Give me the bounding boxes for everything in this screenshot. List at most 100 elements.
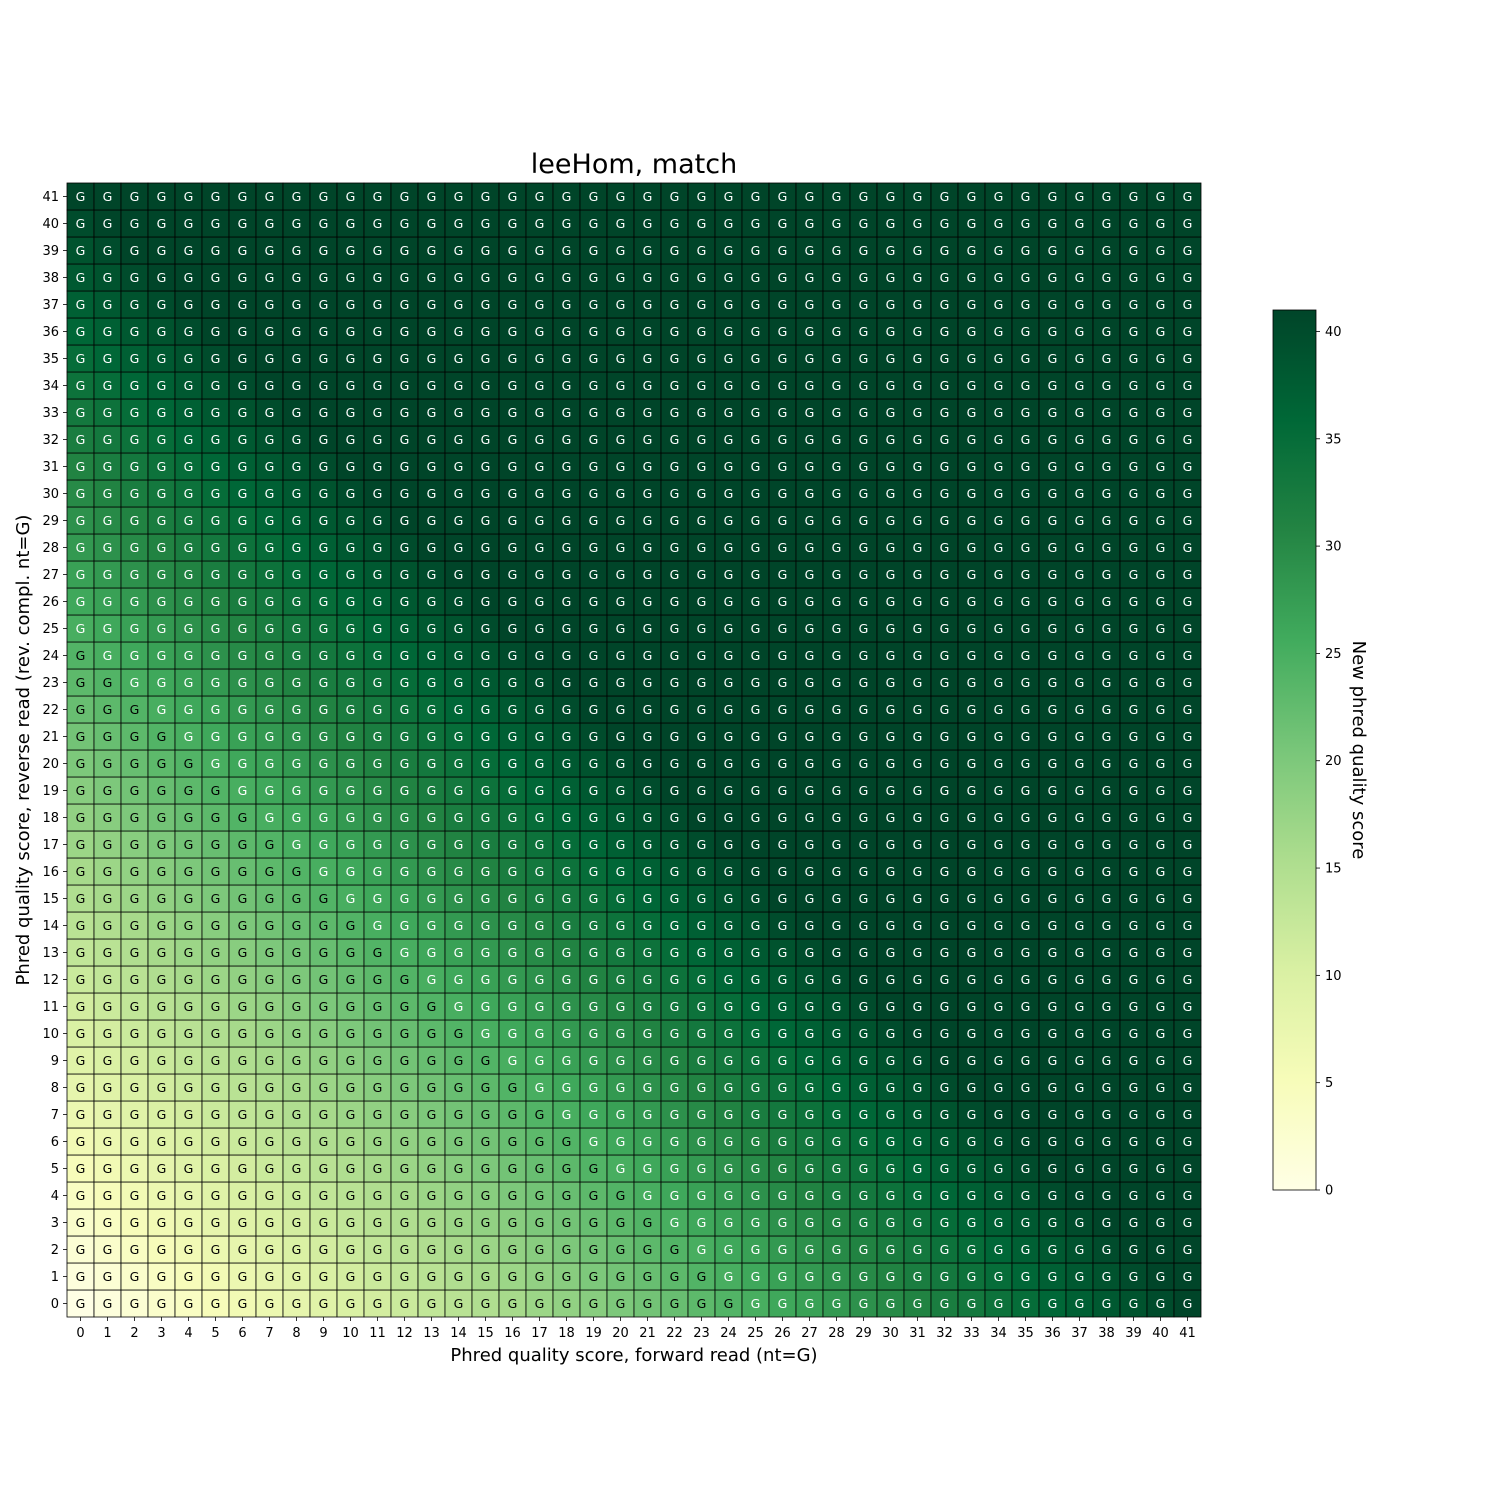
heatmap-cell	[282, 911, 311, 940]
cell-annotation: G	[481, 648, 491, 663]
heatmap-cell	[93, 1046, 122, 1075]
cell-annotation: G	[373, 1026, 383, 1041]
cell-annotation: G	[994, 1161, 1004, 1176]
cell-annotation: G	[994, 1026, 1004, 1041]
cell-annotation: G	[670, 1107, 680, 1122]
cell-annotation: G	[859, 486, 869, 501]
heatmap-cell	[309, 1019, 338, 1048]
cell-annotation: G	[157, 1161, 167, 1176]
cell-annotation: G	[805, 729, 815, 744]
cell-annotation: G	[535, 621, 545, 636]
cell-annotation: G	[319, 513, 329, 528]
heatmap-cell	[957, 1235, 986, 1264]
cell-annotation: G	[76, 837, 86, 852]
cell-annotation: G	[373, 1053, 383, 1068]
cell-annotation: G	[562, 405, 572, 420]
cell-annotation: G	[76, 540, 86, 555]
cell-annotation: G	[940, 189, 950, 204]
cell-annotation: G	[508, 945, 518, 960]
cell-annotation: G	[265, 1242, 275, 1257]
cell-annotation: G	[1048, 1080, 1058, 1095]
cell-annotation: G	[967, 378, 977, 393]
heatmap-cell	[714, 965, 743, 994]
heatmap-cell	[282, 1100, 311, 1129]
cell-annotation: G	[1075, 864, 1085, 879]
cell-annotation: G	[724, 1269, 734, 1284]
cell-annotation: G	[454, 837, 464, 852]
cell-annotation: G	[427, 432, 437, 447]
cell-annotation: G	[1183, 1188, 1193, 1203]
cell-annotation: G	[778, 540, 788, 555]
cell-annotation: G	[400, 567, 410, 582]
cell-annotation: G	[454, 243, 464, 258]
cell-annotation: G	[913, 945, 923, 960]
cell-annotation: G	[1129, 351, 1139, 366]
cell-annotation: G	[643, 1242, 653, 1257]
cell-annotation: G	[994, 1242, 1004, 1257]
heatmap-cell	[633, 857, 662, 886]
cell-annotation: G	[670, 594, 680, 609]
cell-annotation: G	[508, 513, 518, 528]
cell-annotation: G	[427, 729, 437, 744]
cell-annotation: G	[967, 1242, 977, 1257]
cell-annotation: G	[778, 783, 788, 798]
heatmap-cell	[66, 1019, 95, 1048]
cell-annotation: G	[697, 432, 707, 447]
cell-annotation: G	[76, 1215, 86, 1230]
cell-annotation: G	[454, 432, 464, 447]
cell-annotation: G	[211, 351, 221, 366]
cell-annotation: G	[940, 864, 950, 879]
cell-annotation: G	[805, 1242, 815, 1257]
cell-annotation: G	[76, 621, 86, 636]
cell-annotation: G	[1183, 378, 1193, 393]
cell-annotation: G	[157, 567, 167, 582]
cell-annotation: G	[778, 594, 788, 609]
cell-annotation: G	[265, 999, 275, 1014]
cell-annotation: G	[562, 702, 572, 717]
cell-annotation: G	[130, 540, 140, 555]
heatmap-cell	[174, 992, 203, 1021]
cell-annotation: G	[1048, 594, 1058, 609]
y-tick-label: 11	[42, 1000, 59, 1015]
cell-annotation: G	[940, 1161, 950, 1176]
cell-annotation: G	[562, 729, 572, 744]
heatmap-cell	[390, 1181, 419, 1210]
cell-annotation: G	[130, 1026, 140, 1041]
cell-annotation: G	[1048, 621, 1058, 636]
heatmap-cell	[1146, 1019, 1175, 1048]
heatmap-cell	[66, 938, 95, 967]
cell-annotation: G	[832, 189, 842, 204]
cell-annotation: G	[454, 1053, 464, 1068]
cell-annotation: G	[1156, 459, 1166, 474]
heatmap-cell	[714, 857, 743, 886]
cell-annotation: G	[238, 702, 248, 717]
cell-annotation: G	[130, 594, 140, 609]
cell-annotation: G	[1021, 567, 1031, 582]
cell-annotation: G	[427, 675, 437, 690]
cell-annotation: G	[616, 270, 626, 285]
cell-annotation: G	[697, 756, 707, 771]
cell-annotation: G	[346, 918, 356, 933]
cell-annotation: G	[670, 810, 680, 825]
heatmap-cell	[1038, 776, 1067, 805]
cell-annotation: G	[913, 1134, 923, 1149]
heatmap-cell	[552, 1019, 581, 1048]
cell-annotation: G	[346, 972, 356, 987]
cell-annotation: G	[994, 216, 1004, 231]
x-tick-label: 22	[666, 1326, 683, 1341]
cell-annotation: G	[103, 675, 113, 690]
y-tick-label: 3	[51, 1216, 59, 1231]
cell-annotation: G	[724, 945, 734, 960]
heatmap-cell	[201, 1208, 230, 1237]
cell-annotation: G	[616, 189, 626, 204]
cell-annotation: G	[859, 1107, 869, 1122]
cell-annotation: G	[454, 1215, 464, 1230]
heatmap-cell	[687, 1127, 716, 1156]
cell-annotation: G	[535, 486, 545, 501]
cell-annotation: G	[1021, 1026, 1031, 1041]
cell-annotation: G	[1075, 189, 1085, 204]
heatmap-cell	[957, 884, 986, 913]
cell-annotation: G	[427, 783, 437, 798]
cell-annotation: G	[832, 351, 842, 366]
cell-annotation: G	[103, 1080, 113, 1095]
